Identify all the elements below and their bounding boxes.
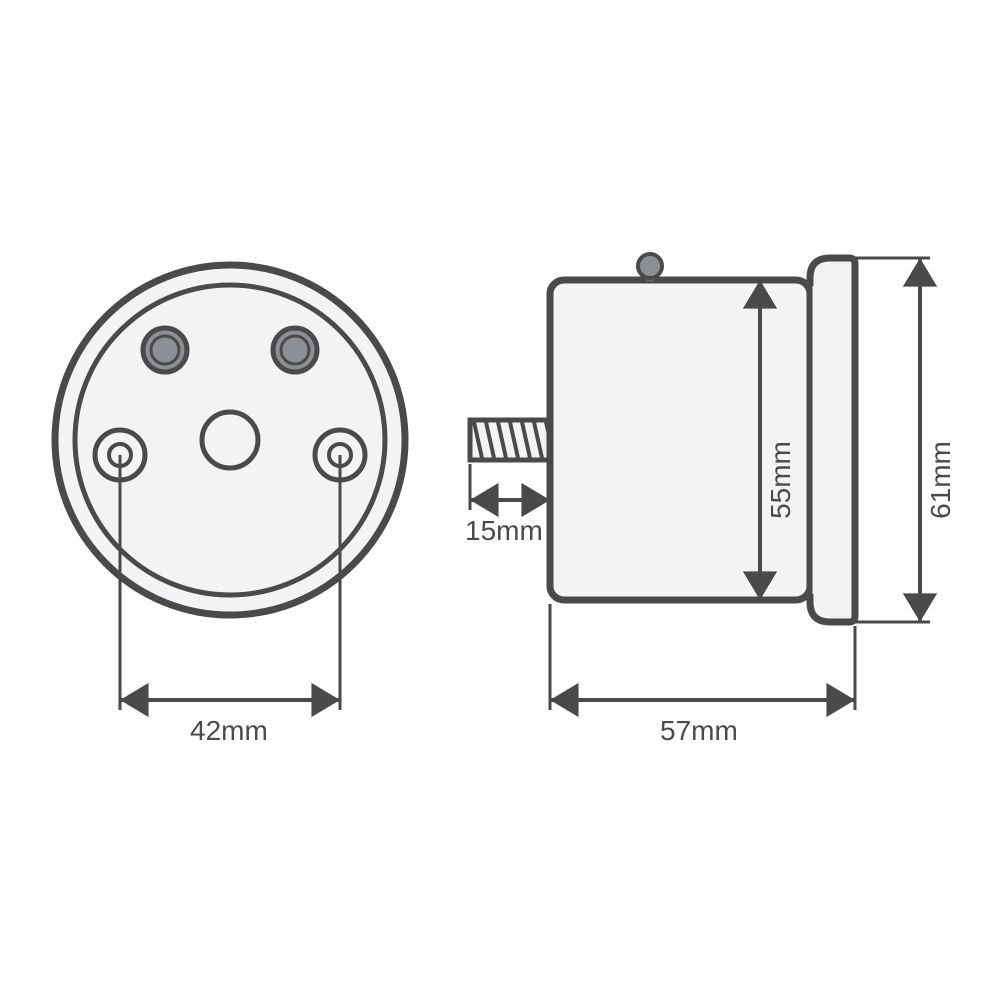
front-view xyxy=(55,265,405,615)
dim-thread-length-label: 15mm xyxy=(465,515,543,546)
top-stud-0 xyxy=(143,328,187,372)
side-top-stud xyxy=(638,254,662,278)
dimension-diagram: 42mm 15mm 57mm 55mm 61mm xyxy=(0,0,1000,1000)
gauge-body xyxy=(550,280,810,600)
dim-hole-spacing-label: 42mm xyxy=(190,715,268,746)
dim-bezel-height: 61mm xyxy=(855,258,956,622)
threaded-shaft xyxy=(470,420,554,460)
side-view xyxy=(470,254,855,622)
bezel-flange xyxy=(810,258,855,622)
center-hole xyxy=(202,412,258,468)
dim-body-width: 57mm xyxy=(550,604,855,746)
top-stud-1 xyxy=(273,328,317,372)
dim-thread-length: 15mm xyxy=(465,464,550,546)
dim-bezel-height-label: 61mm xyxy=(925,441,956,519)
dim-body-width-label: 57mm xyxy=(660,715,738,746)
dim-body-height-label: 55mm xyxy=(765,441,796,519)
